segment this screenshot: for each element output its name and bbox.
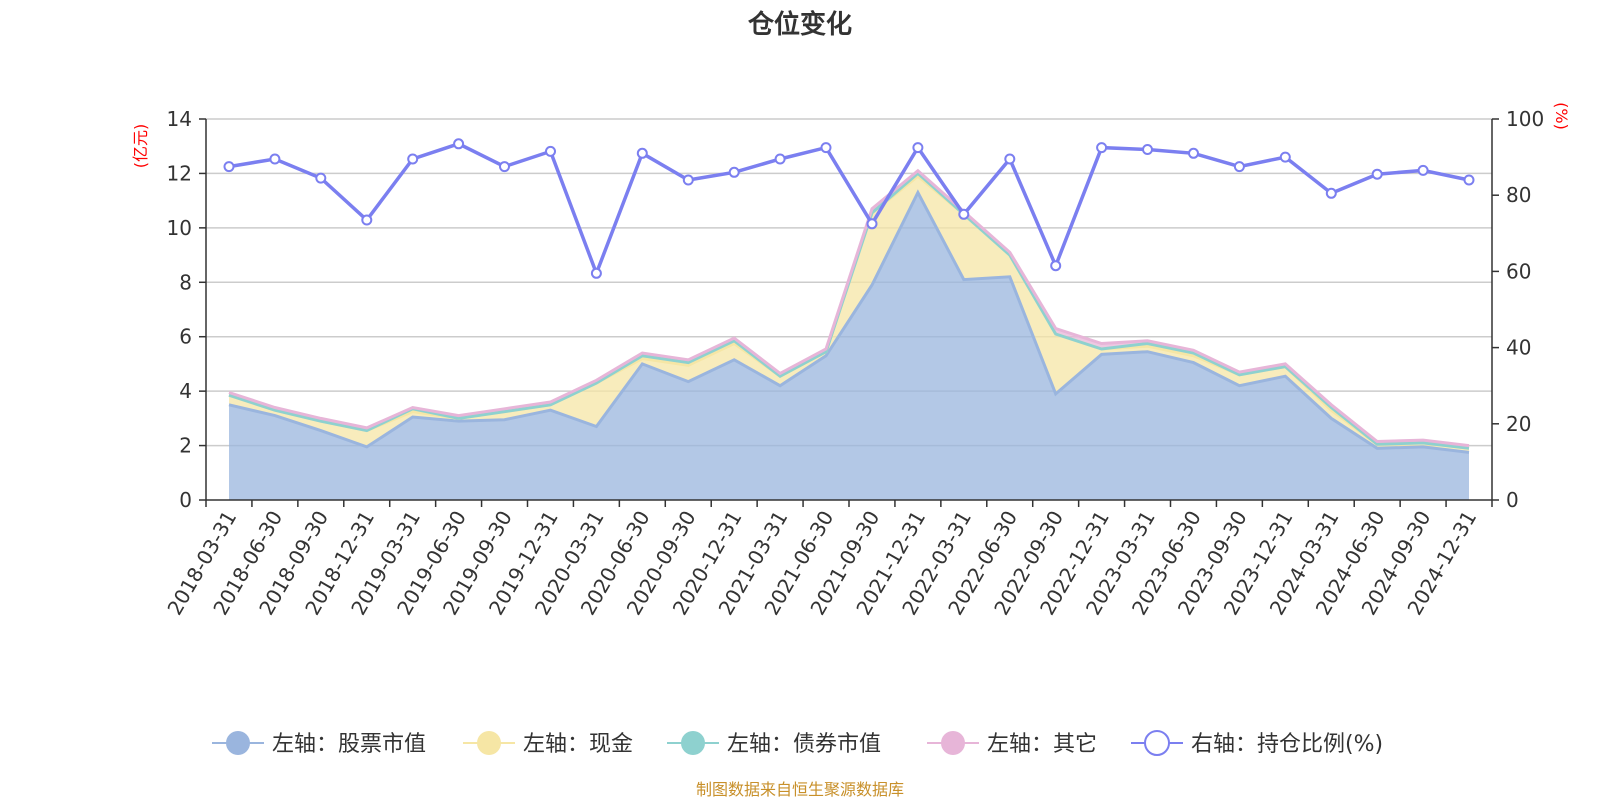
left-tick-label: 8 bbox=[179, 270, 192, 294]
ratio-point bbox=[820, 142, 832, 154]
legend-label: 左轴：股票市值 bbox=[272, 732, 426, 757]
right-tick-label: 100 bbox=[1506, 107, 1544, 131]
ratio-point bbox=[1142, 144, 1153, 155]
ratio-point bbox=[499, 161, 510, 173]
area-左轴：现金 bbox=[229, 176, 1469, 453]
ratio-point bbox=[866, 218, 878, 230]
ratio-point bbox=[223, 161, 235, 173]
ratio-point bbox=[1004, 153, 1016, 165]
right-axis-unit: (%) bbox=[1552, 102, 1571, 130]
left-tick-label: 4 bbox=[179, 379, 192, 403]
right-tick-label: 0 bbox=[1506, 488, 1519, 512]
ratio-point bbox=[315, 172, 327, 184]
left-tick-label: 6 bbox=[179, 325, 192, 349]
chart-title: 仓位变化 bbox=[747, 9, 852, 40]
ratio-point bbox=[407, 153, 419, 165]
area-左轴：股票市值 bbox=[229, 192, 1469, 500]
right-tick-label: 20 bbox=[1506, 412, 1531, 436]
ratio-point bbox=[1096, 142, 1108, 154]
data-source-note: 制图数据来自恒生聚源数据库 bbox=[696, 780, 904, 799]
stacked-areas bbox=[228, 168, 1470, 500]
ratio-point bbox=[1325, 187, 1337, 199]
legend-marker bbox=[477, 731, 501, 755]
legend-marker bbox=[681, 731, 705, 755]
ratio-point bbox=[361, 214, 373, 226]
ratio-line-path bbox=[228, 141, 1470, 279]
ratio-point bbox=[958, 208, 970, 220]
ratio-point bbox=[1279, 151, 1291, 163]
ratio-point bbox=[1050, 260, 1062, 272]
area-edge-左轴：股票市值 bbox=[228, 189, 1470, 454]
legend-label: 右轴：持仓比例(%) bbox=[1191, 732, 1383, 757]
ratio-point bbox=[545, 145, 556, 157]
legend-label: 左轴：债券市值 bbox=[727, 732, 881, 757]
ratio-point bbox=[1463, 174, 1475, 186]
ratio-point bbox=[453, 138, 465, 150]
right-tick-label: 60 bbox=[1506, 259, 1531, 283]
legend: 左轴：股票市值 左轴：现金 左轴：债券市值 左轴：其它 右轴：持仓比例(%) bbox=[212, 730, 1383, 757]
left-axis-unit: (亿元) bbox=[131, 124, 150, 169]
legend-marker bbox=[1144, 730, 1170, 756]
legend-label: 左轴：其它 bbox=[987, 732, 1097, 757]
ratio-point bbox=[636, 147, 648, 159]
ratio-point bbox=[912, 142, 924, 154]
left-tick-label: 10 bbox=[167, 216, 192, 240]
ratio-point bbox=[682, 174, 694, 186]
ratio-point bbox=[728, 166, 740, 178]
legend-marker bbox=[941, 731, 965, 755]
left-tick-label: 14 bbox=[167, 107, 192, 131]
ratio-line bbox=[223, 138, 1475, 279]
ratio-point bbox=[774, 153, 786, 165]
right-tick-label: 40 bbox=[1506, 336, 1531, 360]
ratio-point bbox=[1233, 161, 1245, 173]
legend-marker bbox=[226, 731, 250, 755]
left-tick-label: 2 bbox=[179, 434, 192, 458]
area-edge-左轴：其它 bbox=[228, 168, 1470, 448]
right-tick-label: 80 bbox=[1506, 183, 1531, 207]
left-tick-label: 0 bbox=[179, 488, 192, 512]
ratio-point bbox=[590, 267, 602, 279]
ratio-point bbox=[1371, 168, 1383, 180]
ratio-point bbox=[1188, 147, 1199, 159]
legend-label: 左轴：现金 bbox=[523, 732, 633, 757]
ratio-point bbox=[269, 153, 281, 165]
ratio-point bbox=[1417, 164, 1429, 176]
left-tick-label: 12 bbox=[167, 161, 192, 185]
